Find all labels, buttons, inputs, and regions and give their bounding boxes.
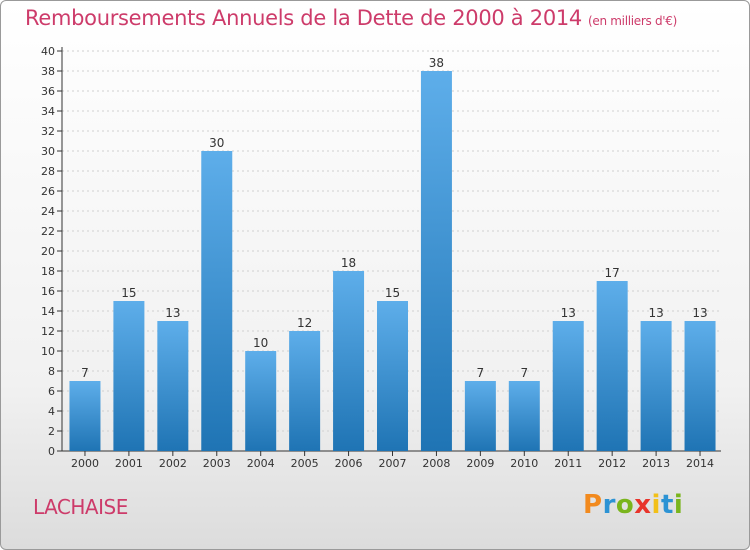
bar-value-label: 13	[561, 306, 576, 320]
proxiti-logo: Proxiti	[583, 490, 683, 520]
chart-unit: (en milliers d'€)	[588, 14, 678, 28]
y-tick-label: 28	[41, 165, 55, 178]
y-tick-label: 32	[41, 125, 55, 138]
x-tick-label: 2003	[203, 457, 231, 470]
bar	[377, 301, 408, 451]
bar	[508, 381, 540, 451]
x-tick-label: 2012	[598, 457, 626, 470]
y-tick-label: 8	[48, 365, 55, 378]
x-tick-label: 2002	[159, 457, 187, 470]
bar-value-label: 13	[692, 306, 707, 320]
logo-letter: t	[660, 490, 674, 520]
bar-value-label: 17	[605, 266, 620, 280]
y-tick-label: 22	[41, 225, 55, 238]
x-tick-label: 2004	[247, 457, 275, 470]
bar-value-label: 7	[520, 366, 528, 380]
x-tick-label: 2005	[291, 457, 319, 470]
x-tick-label: 2009	[466, 457, 494, 470]
x-tick-label: 2011	[554, 457, 582, 470]
bar	[289, 331, 321, 451]
chart-title: Remboursements Annuels de la Dette de 20…	[25, 6, 677, 30]
bar-value-label: 12	[297, 316, 312, 330]
y-tick-label: 18	[41, 265, 55, 278]
x-tick-label: 2007	[379, 457, 407, 470]
y-tick-label: 26	[41, 185, 55, 198]
bar	[201, 151, 233, 451]
y-tick-label: 24	[41, 205, 55, 218]
x-tick-label: 2008	[422, 457, 450, 470]
bar	[157, 321, 189, 451]
x-tick-label: 2000	[71, 457, 99, 470]
logo-letter: r	[602, 490, 616, 520]
bar	[464, 381, 496, 451]
bar-value-label: 7	[477, 366, 485, 380]
chart-title-text: Remboursements Annuels de la Dette de 20…	[25, 6, 582, 30]
y-tick-label: 2	[48, 425, 55, 438]
y-tick-label: 34	[41, 105, 55, 118]
logo-letter: i	[673, 490, 684, 520]
bar-value-label: 13	[165, 306, 180, 320]
bar-value-label: 15	[385, 286, 400, 300]
y-tick-label: 4	[48, 405, 55, 418]
bar-value-label: 7	[81, 366, 89, 380]
bar	[69, 381, 101, 451]
bar	[245, 351, 277, 451]
bar-value-label: 13	[648, 306, 663, 320]
y-tick-label: 12	[41, 325, 55, 338]
y-tick-label: 14	[41, 305, 55, 318]
bar	[640, 321, 672, 451]
y-tick-label: 20	[41, 245, 55, 258]
commune-name: LACHAISE	[33, 495, 128, 519]
y-tick-label: 10	[41, 345, 55, 358]
bar	[684, 321, 716, 451]
bar-value-label: 30	[209, 136, 224, 150]
bar-value-label: 10	[253, 336, 268, 350]
x-tick-label: 2013	[642, 457, 670, 470]
x-tick-label: 2006	[335, 457, 363, 470]
y-tick-label: 30	[41, 145, 55, 158]
x-tick-label: 2014	[686, 457, 714, 470]
logo-letter: P	[583, 490, 603, 520]
y-tick-label: 0	[48, 445, 55, 458]
y-tick-label: 38	[41, 65, 55, 78]
logo-letter: i	[651, 490, 661, 520]
y-tick-label: 6	[48, 385, 55, 398]
bar-value-label: 15	[121, 286, 136, 300]
bar	[596, 281, 628, 451]
logo-letter: x	[634, 490, 652, 520]
bar	[420, 71, 452, 451]
bar	[113, 301, 145, 451]
bar	[333, 271, 365, 451]
x-tick-label: 2010	[510, 457, 538, 470]
bar-value-label: 18	[341, 256, 356, 270]
y-tick-label: 40	[41, 45, 55, 58]
y-tick-label: 36	[41, 85, 55, 98]
logo-letter: o	[615, 490, 635, 520]
x-tick-label: 2001	[115, 457, 143, 470]
bar	[552, 321, 584, 451]
y-tick-label: 16	[41, 285, 55, 298]
bar-value-label: 38	[429, 56, 444, 70]
